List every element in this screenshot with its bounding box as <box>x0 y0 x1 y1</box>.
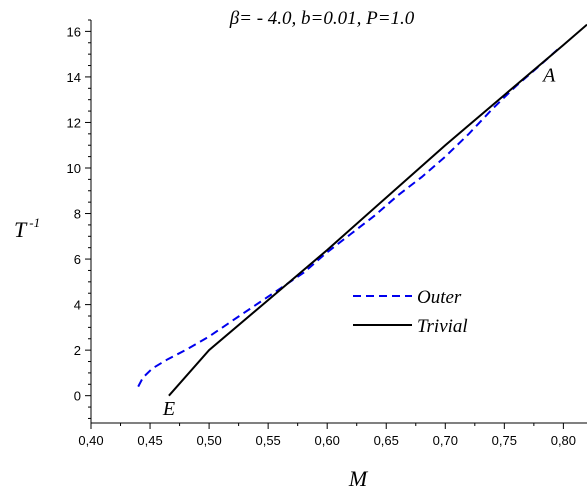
x-tick-label: 0,50 <box>196 433 221 448</box>
y-tick-label: 0 <box>74 389 81 404</box>
y-axis-title-main: T <box>14 217 28 242</box>
x-axis-title: M <box>348 466 369 491</box>
y-tick-label: 10 <box>67 161 81 176</box>
x-tick-label: 0,55 <box>255 433 280 448</box>
chart-title: β= - 4.0, b=0.01, P=1.0 <box>229 8 415 29</box>
y-tick-label: 8 <box>74 207 81 222</box>
point-label-e: E <box>162 398 175 420</box>
y-axis-title-superscript: -1 <box>29 215 40 230</box>
point-label-a: A <box>541 64 556 86</box>
annotation-layer: AE <box>162 64 556 420</box>
legend-outer-label: Outer <box>417 287 462 308</box>
y-tick-label: 4 <box>74 298 81 313</box>
y-axis-title: T -1 <box>14 215 40 242</box>
y-tick-label: 12 <box>67 115 81 130</box>
y-tick-label: 14 <box>67 70 81 85</box>
y-axis-ticks: 0 2 4 6 8 10 12 14 16 <box>67 19 91 419</box>
x-tick-label: 0,40 <box>78 433 103 448</box>
x-tick-label: 0,45 <box>137 433 162 448</box>
series-line-trivial <box>168 23 587 397</box>
series-line-outer <box>137 48 559 388</box>
y-axis: 0 2 4 6 8 10 12 14 16 <box>67 19 92 423</box>
x-axis: 0,40 0,45 0,50 0,55 0,60 0,65 0,70 0,75 0,80 <box>78 422 587 448</box>
x-tick-label: 0,65 <box>374 433 399 448</box>
y-tick-label: 2 <box>74 343 81 358</box>
x-tick-label: 0,80 <box>551 433 576 448</box>
legend-trivial-label: Trivial <box>417 316 468 337</box>
x-axis-ticks: 0,40 0,45 0,50 0,55 0,60 0,65 0,70 0,75 0,80 <box>78 423 576 448</box>
x-tick-label: 0,75 <box>492 433 517 448</box>
y-tick-label: 6 <box>74 252 81 267</box>
series-layer <box>137 23 587 397</box>
x-tick-label: 0,70 <box>433 433 458 448</box>
x-tick-label: 0,60 <box>315 433 340 448</box>
legend: Outer Trivial <box>353 287 468 337</box>
y-tick-label: 16 <box>67 24 81 39</box>
